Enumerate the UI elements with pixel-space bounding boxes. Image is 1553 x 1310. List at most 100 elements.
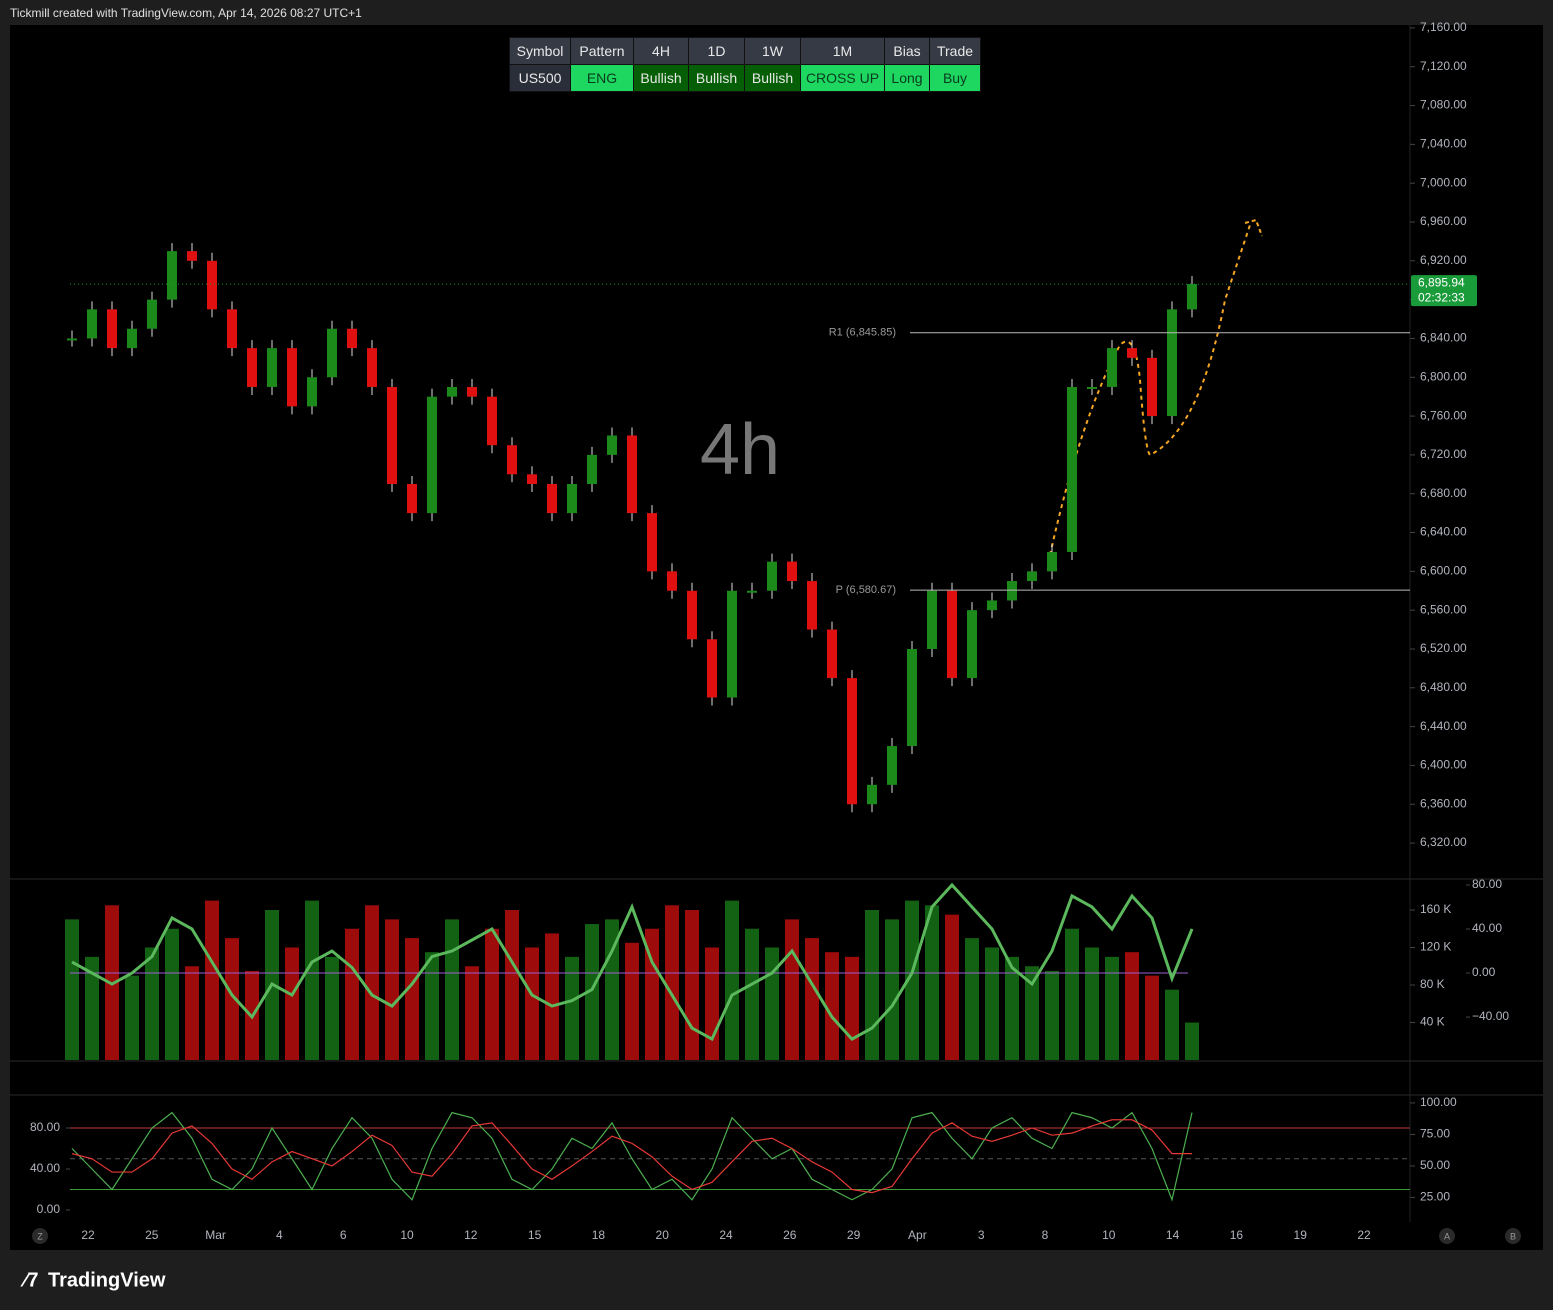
- y-tick-label: 6,720.00: [1420, 447, 1467, 461]
- candle: [987, 600, 997, 611]
- stoch-line: [71, 1111, 1193, 1202]
- y-tick-label: 6,480.00: [1420, 680, 1467, 694]
- candle: [607, 435, 617, 455]
- x-tick-label: 25: [145, 1228, 159, 1242]
- candle: [1047, 551, 1057, 572]
- volume-bar: [785, 919, 799, 1060]
- control-button[interactable]: [32, 1228, 48, 1244]
- volume-bar: [645, 928, 659, 1060]
- candle: [927, 590, 937, 649]
- table-header: Symbol: [509, 37, 571, 65]
- candle: [887, 746, 897, 785]
- y2-tick-label: 50.00: [1420, 1158, 1450, 1172]
- control-label[interactable]: A: [1444, 1231, 1450, 1241]
- x-tick-label: 12: [464, 1228, 478, 1242]
- volume-bar: [485, 928, 499, 1060]
- y2-tick-label: 100.00: [1420, 1095, 1457, 1109]
- candle: [367, 348, 377, 387]
- candle: [447, 386, 457, 397]
- volume-bar: [305, 900, 319, 1060]
- table-header: 1D: [688, 37, 745, 65]
- x-tick-label: 22: [81, 1228, 95, 1242]
- volume-bar: [925, 905, 939, 1060]
- y-tick-label: 80 K: [1420, 977, 1445, 991]
- control-label[interactable]: Z: [37, 1231, 43, 1241]
- x-tick-label: 29: [847, 1228, 861, 1242]
- volume-bar: [205, 900, 219, 1060]
- x-tick-label: 6: [340, 1228, 347, 1242]
- volume-bar: [1105, 956, 1119, 1060]
- volume-bar: [185, 966, 199, 1060]
- candle: [187, 251, 197, 261]
- volume-bar: [525, 947, 539, 1060]
- y2-tick-label: 80.00: [1472, 877, 1502, 891]
- control-button[interactable]: [1439, 1228, 1455, 1244]
- volume-bar: [1065, 928, 1079, 1060]
- candle: [667, 571, 677, 591]
- brand-logo: ⁄7: [20, 1269, 38, 1291]
- y-tick-label: 6,960.00: [1420, 214, 1467, 228]
- volume-bar: [445, 919, 459, 1060]
- candle: [827, 629, 837, 679]
- y-tick-label: 7,040.00: [1420, 137, 1467, 151]
- volume-bar: [345, 928, 359, 1060]
- y-tick-label: 6,840.00: [1420, 331, 1467, 345]
- y-tick-label: 7,000.00: [1420, 175, 1467, 189]
- volume-bar: [425, 952, 439, 1060]
- x-tick-label: 26: [783, 1228, 797, 1242]
- volume-bar: [905, 900, 919, 1060]
- table-cell: US500: [509, 64, 571, 92]
- candle: [747, 590, 757, 593]
- countdown: 02:32:33: [1418, 290, 1465, 304]
- candle: [867, 784, 877, 805]
- candle: [567, 484, 577, 514]
- x-tick-label: 18: [592, 1228, 606, 1242]
- table-header: 4H: [633, 37, 689, 65]
- y-tick-label: 7,160.00: [1420, 20, 1467, 34]
- y-tick-label: 160 K: [1420, 902, 1451, 916]
- volume-bar: [225, 938, 239, 1060]
- y2-tick-label: 40.00: [1472, 921, 1502, 935]
- x-tick-label: 20: [656, 1228, 670, 1242]
- y2-tick-label: 25.00: [1420, 1190, 1450, 1204]
- y2-tick-label: 0.00: [1472, 965, 1496, 979]
- table-cell: Bullish: [744, 64, 801, 92]
- candle: [167, 251, 177, 300]
- volume-bar: [385, 919, 399, 1060]
- table-cell: ENG: [570, 64, 634, 92]
- volume-bar: [285, 947, 299, 1060]
- volume-bar: [165, 928, 179, 1060]
- y-tick-label: 6,320.00: [1420, 835, 1467, 849]
- candle: [1087, 386, 1097, 389]
- x-tick-label: 16: [1230, 1228, 1244, 1242]
- volume-bar: [1185, 1022, 1199, 1060]
- volume-bar: [145, 947, 159, 1060]
- volume-bar: [805, 938, 819, 1060]
- candle: [1067, 386, 1077, 552]
- candle: [267, 348, 277, 387]
- candle: [407, 484, 417, 514]
- volume-bar: [945, 914, 959, 1060]
- control-label[interactable]: B: [1510, 1231, 1516, 1241]
- volume-bar: [1165, 989, 1179, 1060]
- candle: [147, 299, 157, 329]
- stoch-line: [71, 1119, 1192, 1194]
- volume-bar: [1045, 970, 1059, 1060]
- volume-bar: [665, 905, 679, 1060]
- y2-tick-label: 75.00: [1420, 1127, 1450, 1141]
- control-button[interactable]: [1505, 1228, 1521, 1244]
- watermark: 4h: [700, 410, 780, 490]
- x-tick-label: 15: [528, 1228, 542, 1242]
- y-tick-label: 6,600.00: [1420, 564, 1467, 578]
- y-tick-label: 6,640.00: [1420, 525, 1467, 539]
- candle: [287, 348, 297, 407]
- table-cell: Bullish: [633, 64, 689, 92]
- x-tick-label: 14: [1166, 1228, 1180, 1242]
- table-header: 1W: [744, 37, 801, 65]
- table-header: 1M: [800, 37, 885, 65]
- y2-tick-label: −40.00: [1472, 1009, 1509, 1023]
- candle: [767, 561, 777, 591]
- y-tick-label: 6,440.00: [1420, 719, 1467, 733]
- volume-bar: [845, 956, 859, 1060]
